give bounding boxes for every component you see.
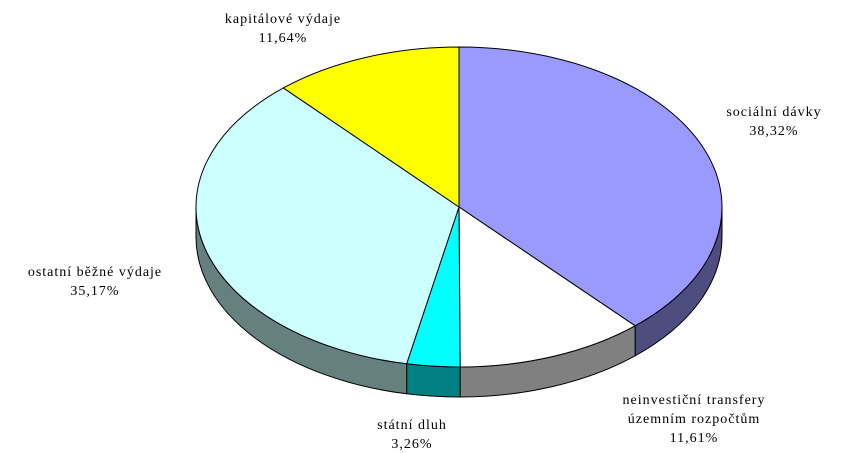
slice	[458, 46, 723, 327]
category-label: kapitálové výdaje	[224, 12, 342, 27]
slice	[458, 206, 637, 368]
slice-label: sociální dávky 38,32%	[714, 103, 834, 141]
value-label: 11,64%	[258, 31, 308, 46]
slice-label: neinvestiční transfery územním rozpočtům…	[599, 391, 789, 448]
slice	[195, 87, 460, 365]
category-label: státní dluh	[377, 418, 447, 433]
slice	[282, 46, 460, 208]
slice-label: kapitálové výdaje 11,64%	[183, 10, 383, 48]
value-label: 11,61%	[669, 431, 719, 446]
slice-label: státní dluh 3,26%	[352, 416, 472, 453]
category-label: ostatní běžné výdaje	[27, 265, 163, 280]
value-label: 3,26%	[391, 437, 433, 452]
slice-label: ostatní běžné výdaje 35,17%	[0, 263, 195, 301]
slice-side	[406, 363, 461, 398]
category-label: sociální dávky	[726, 105, 822, 120]
value-label: 35,17%	[70, 284, 120, 299]
category-label: neinvestiční transfery územním rozpočtům	[622, 393, 766, 427]
value-label: 38,32%	[749, 124, 799, 139]
